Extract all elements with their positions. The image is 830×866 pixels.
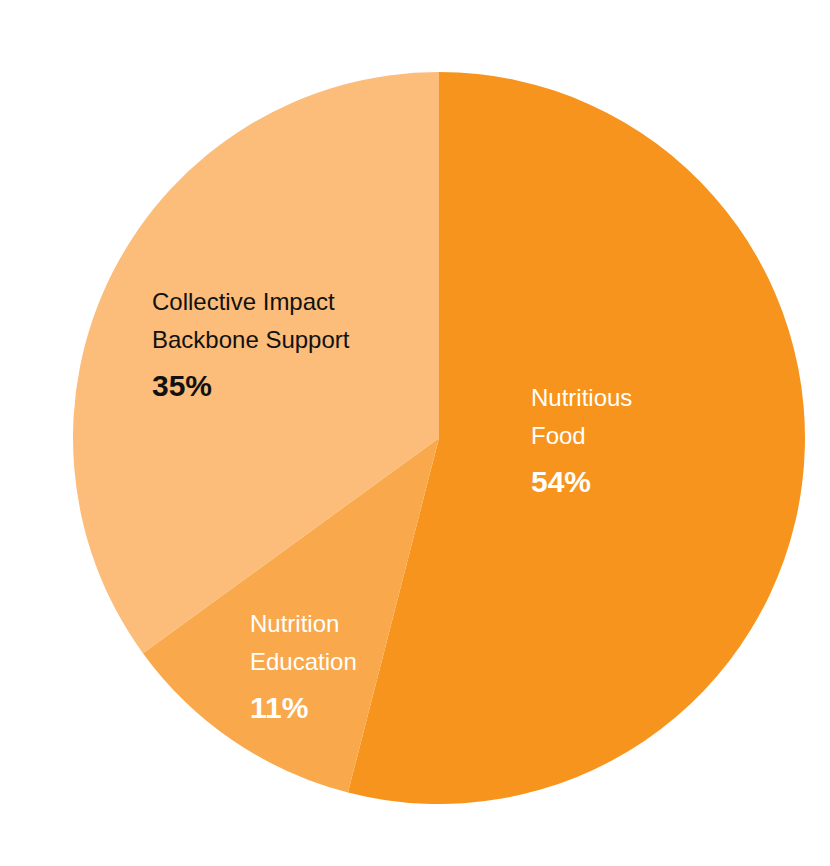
labels: Nutritious Food 54% Nutrition Education 11% Co…	[152, 288, 632, 724]
value-label: 35%	[152, 369, 212, 402]
slice-label: Food	[531, 422, 586, 449]
slice-label: Nutrition	[250, 610, 339, 637]
slice-label: Nutritious	[531, 384, 632, 411]
value-label: 54%	[531, 465, 591, 498]
pie-slice	[73, 72, 439, 653]
chart: Nutritious Food 54% Nutrition Education 11% Co…	[0, 0, 830, 866]
slice-label: Backbone Support	[152, 326, 350, 353]
value-label: 11%	[250, 691, 308, 724]
slice-label: Collective Impact	[152, 288, 335, 315]
slices	[73, 72, 805, 804]
slice-label: Education	[250, 648, 357, 675]
